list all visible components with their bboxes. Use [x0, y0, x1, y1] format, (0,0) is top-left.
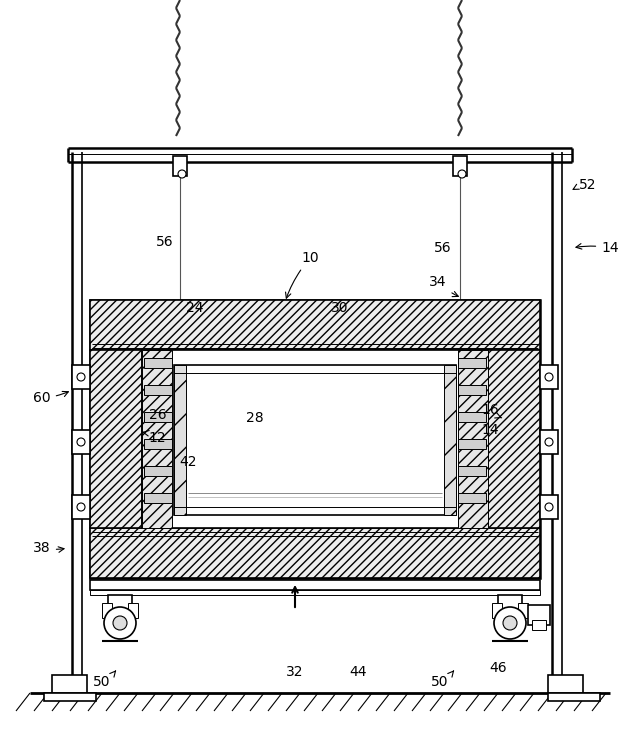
- Bar: [90, 528, 540, 578]
- Bar: [458, 358, 486, 368]
- Bar: [108, 595, 132, 625]
- Bar: [90, 590, 540, 595]
- Text: 12: 12: [143, 430, 166, 445]
- Text: 42: 42: [179, 455, 196, 469]
- Bar: [144, 385, 172, 395]
- Bar: [458, 350, 488, 528]
- Text: 14: 14: [481, 423, 499, 437]
- Bar: [518, 603, 528, 618]
- Circle shape: [545, 503, 553, 511]
- Text: 52: 52: [573, 178, 596, 192]
- Bar: [173, 156, 187, 176]
- Bar: [548, 675, 583, 693]
- Bar: [90, 300, 540, 578]
- Bar: [444, 365, 456, 515]
- Bar: [144, 439, 172, 449]
- Text: 56: 56: [156, 235, 174, 249]
- Bar: [458, 493, 486, 503]
- Bar: [458, 439, 486, 449]
- Circle shape: [77, 438, 85, 446]
- Bar: [540, 495, 558, 519]
- Bar: [128, 603, 138, 618]
- Bar: [144, 493, 172, 503]
- Bar: [492, 603, 502, 618]
- Bar: [44, 693, 96, 701]
- Circle shape: [77, 373, 85, 381]
- Bar: [144, 466, 172, 476]
- Bar: [548, 693, 600, 701]
- Text: 26: 26: [149, 408, 167, 422]
- Bar: [144, 358, 172, 368]
- Circle shape: [458, 170, 466, 178]
- Bar: [142, 350, 172, 528]
- Bar: [488, 350, 540, 528]
- Text: 32: 32: [286, 665, 304, 679]
- Circle shape: [545, 438, 553, 446]
- Text: 50: 50: [431, 671, 454, 689]
- Text: 60: 60: [33, 391, 68, 405]
- Bar: [174, 365, 456, 515]
- Bar: [142, 350, 488, 528]
- Text: 30: 30: [332, 301, 349, 315]
- Bar: [72, 430, 90, 454]
- Text: 28: 28: [246, 411, 264, 425]
- Text: 44: 44: [349, 665, 367, 679]
- Text: 24: 24: [186, 301, 204, 315]
- Bar: [144, 412, 172, 422]
- Text: 10: 10: [285, 251, 319, 298]
- Bar: [458, 466, 486, 476]
- Text: 46: 46: [489, 661, 507, 675]
- Circle shape: [545, 373, 553, 381]
- Bar: [458, 412, 486, 422]
- Bar: [453, 156, 467, 176]
- Circle shape: [77, 503, 85, 511]
- Circle shape: [503, 616, 517, 630]
- Circle shape: [178, 170, 186, 178]
- Bar: [540, 430, 558, 454]
- Bar: [532, 620, 546, 630]
- Circle shape: [113, 616, 127, 630]
- Text: 38: 38: [33, 541, 64, 555]
- Text: 50: 50: [93, 671, 116, 689]
- Bar: [540, 365, 558, 389]
- Bar: [72, 365, 90, 389]
- Bar: [90, 300, 540, 350]
- Bar: [90, 350, 142, 528]
- Bar: [52, 675, 87, 693]
- Text: 56: 56: [434, 241, 452, 255]
- Bar: [458, 385, 486, 395]
- Bar: [528, 605, 550, 625]
- Text: 14: 14: [576, 241, 619, 255]
- Bar: [72, 495, 90, 519]
- Bar: [90, 580, 540, 590]
- Bar: [102, 603, 112, 618]
- Bar: [174, 365, 186, 515]
- Text: 34: 34: [429, 275, 458, 296]
- Bar: [498, 595, 522, 625]
- Circle shape: [494, 607, 526, 639]
- Text: 16: 16: [481, 403, 502, 418]
- Circle shape: [104, 607, 136, 639]
